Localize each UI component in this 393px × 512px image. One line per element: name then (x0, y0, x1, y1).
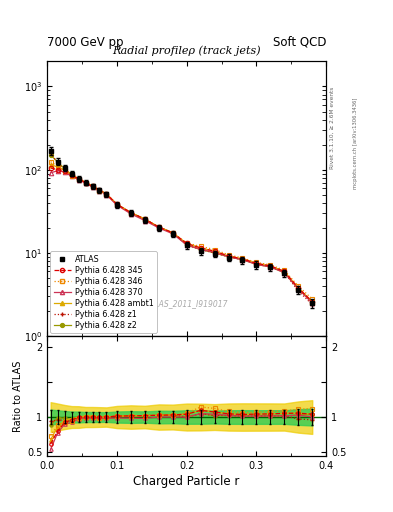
Text: Soft QCD: Soft QCD (273, 36, 326, 49)
Text: ATLAS_2011_I919017: ATLAS_2011_I919017 (145, 298, 228, 308)
X-axis label: Charged Particle r: Charged Particle r (134, 475, 240, 488)
Text: mcplots.cern.ch [arXiv:1306.3436]: mcplots.cern.ch [arXiv:1306.3436] (353, 98, 358, 189)
Text: Rivet 3.1.10, ≥ 2.6M events: Rivet 3.1.10, ≥ 2.6M events (330, 87, 334, 169)
Text: Radial profileρ (track jets): Radial profileρ (track jets) (112, 46, 261, 56)
Legend: ATLAS, Pythia 6.428 345, Pythia 6.428 346, Pythia 6.428 370, Pythia 6.428 ambt1,: ATLAS, Pythia 6.428 345, Pythia 6.428 34… (50, 251, 156, 333)
Y-axis label: Ratio to ATLAS: Ratio to ATLAS (13, 360, 23, 432)
Text: 7000 GeV pp: 7000 GeV pp (47, 36, 124, 49)
